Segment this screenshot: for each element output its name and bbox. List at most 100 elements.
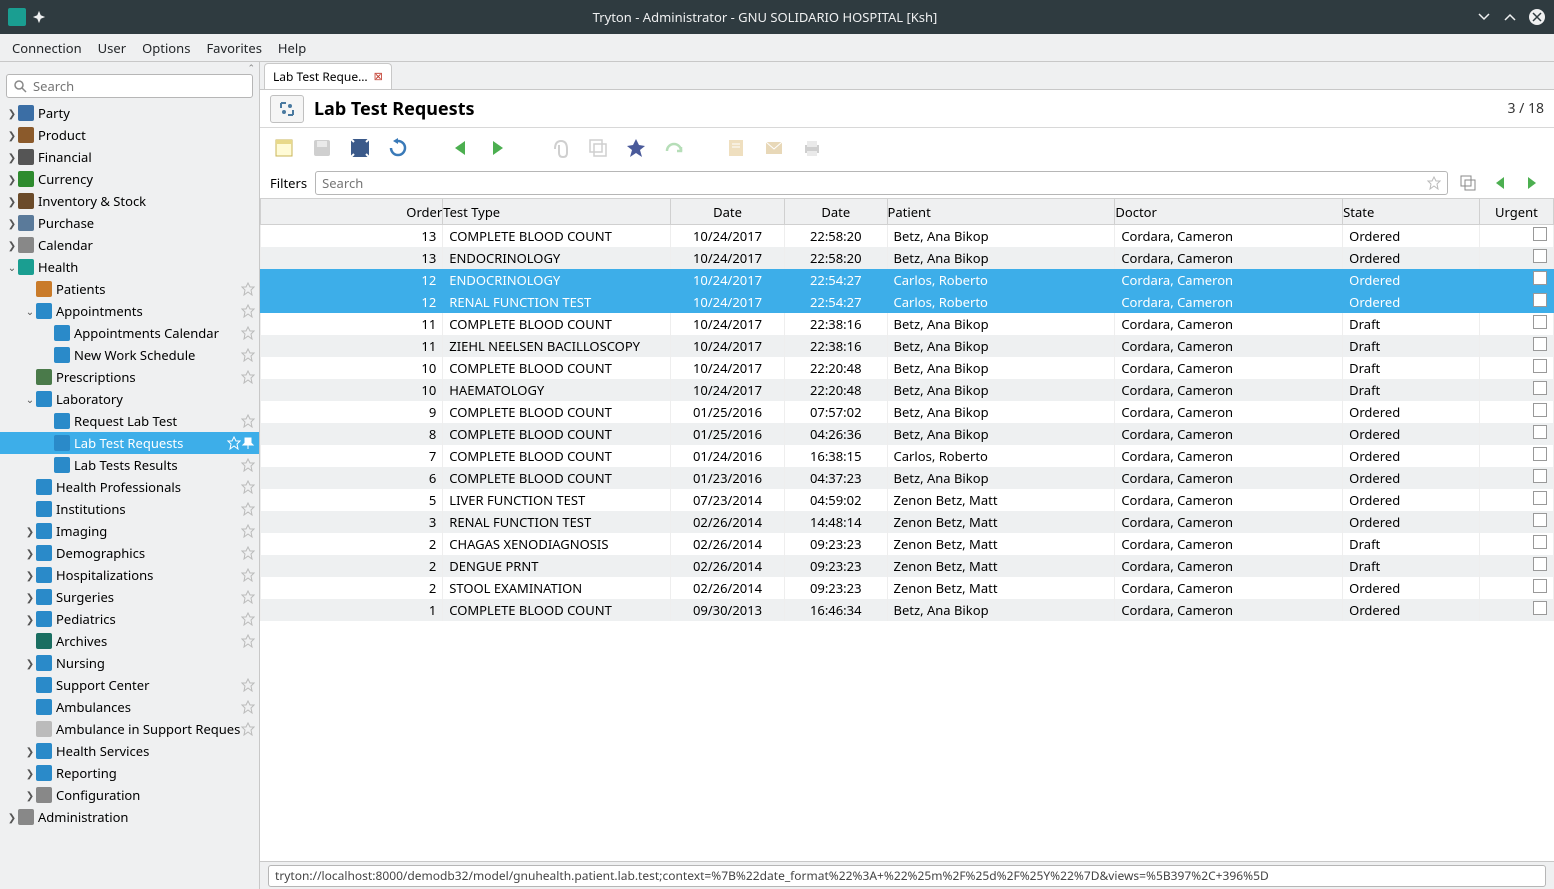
filter-input-wrap[interactable]: [315, 171, 1448, 195]
favorite-star-icon[interactable]: [241, 414, 255, 428]
table-row[interactable]: 5LIVER FUNCTION TEST07/23/201404:59:02Ze…: [261, 489, 1554, 511]
cell-urgent[interactable]: [1479, 511, 1553, 533]
titlebar[interactable]: Tryton - Administrator - GNU SOLIDARIO H…: [0, 0, 1554, 34]
favorite-star-icon[interactable]: [241, 722, 255, 736]
urgent-checkbox[interactable]: [1533, 579, 1547, 593]
favorite-star-icon[interactable]: [241, 568, 255, 582]
twisty-icon[interactable]: ❯: [6, 128, 18, 142]
tab-close-icon[interactable]: ⊠: [374, 69, 383, 84]
table-wrap[interactable]: OrderTest TypeDateDatePatientDoctorState…: [260, 198, 1554, 861]
close-icon[interactable]: [1528, 8, 1546, 26]
favorite-star-icon[interactable]: [241, 282, 255, 296]
cell-urgent[interactable]: [1479, 467, 1553, 489]
favorite-star-icon[interactable]: [241, 546, 255, 560]
col-header-test-type[interactable]: Test Type: [443, 199, 671, 225]
urgent-checkbox[interactable]: [1533, 403, 1547, 417]
urgent-checkbox[interactable]: [1533, 535, 1547, 549]
favorite-star-icon[interactable]: [241, 348, 255, 362]
tree-item-request-lab-test[interactable]: Request Lab Test: [0, 410, 259, 432]
menu-help[interactable]: Help: [278, 39, 306, 57]
urgent-checkbox[interactable]: [1533, 513, 1547, 527]
cell-urgent[interactable]: [1479, 401, 1553, 423]
twisty-icon[interactable]: ⌄: [6, 260, 18, 274]
filter-prev-button[interactable]: [1488, 171, 1512, 195]
twisty-icon[interactable]: ❯: [24, 788, 36, 802]
col-header-urgent[interactable]: Urgent: [1479, 199, 1553, 225]
cell-urgent[interactable]: [1479, 489, 1553, 511]
save-button[interactable]: [310, 136, 334, 160]
tree-item-configuration[interactable]: ❯Configuration: [0, 784, 259, 806]
expand-button[interactable]: [348, 136, 372, 160]
tree-item-calendar[interactable]: ❯Calendar: [0, 234, 259, 256]
pin-icon[interactable]: [32, 10, 46, 24]
switch-view-button[interactable]: [270, 95, 304, 123]
report-button[interactable]: [724, 136, 748, 160]
twisty-icon[interactable]: ❯: [24, 568, 36, 582]
menu-options[interactable]: Options: [142, 39, 190, 57]
twisty-icon[interactable]: ❯: [6, 238, 18, 252]
table-row[interactable]: 11COMPLETE BLOOD COUNT10/24/201722:38:16…: [261, 313, 1554, 335]
twisty-icon[interactable]: ❯: [24, 656, 36, 670]
cell-urgent[interactable]: [1479, 555, 1553, 577]
tree-item-reporting[interactable]: ❯Reporting: [0, 762, 259, 784]
urgent-checkbox[interactable]: [1533, 359, 1547, 373]
tree-item-imaging[interactable]: ❯Imaging: [0, 520, 259, 542]
tree-item-support-center[interactable]: Support Center: [0, 674, 259, 696]
reload-button[interactable]: [386, 136, 410, 160]
attach-button[interactable]: [548, 136, 572, 160]
copy-button[interactable]: [586, 136, 610, 160]
favorite-star-icon[interactable]: [241, 700, 255, 714]
minimize-icon[interactable]: [1476, 9, 1492, 25]
twisty-icon[interactable]: ❯: [6, 106, 18, 120]
table-row[interactable]: 9COMPLETE BLOOD COUNT01/25/201607:57:02B…: [261, 401, 1554, 423]
urgent-checkbox[interactable]: [1533, 293, 1547, 307]
table-row[interactable]: 2STOOL EXAMINATION02/26/201409:23:23Zeno…: [261, 577, 1554, 599]
twisty-icon[interactable]: ❯: [24, 590, 36, 604]
tree-item-pediatrics[interactable]: ❯Pediatrics: [0, 608, 259, 630]
menu-favorites[interactable]: Favorites: [206, 39, 261, 57]
favorite-star-icon[interactable]: [241, 634, 255, 648]
table-row[interactable]: 1COMPLETE BLOOD COUNT09/30/201316:46:34B…: [261, 599, 1554, 621]
filter-next-button[interactable]: [1520, 171, 1544, 195]
table-row[interactable]: 10COMPLETE BLOOD COUNT10/24/201722:20:48…: [261, 357, 1554, 379]
tree-item-financial[interactable]: ❯Financial: [0, 146, 259, 168]
col-header-date[interactable]: Date: [785, 199, 888, 225]
col-header-state[interactable]: State: [1343, 199, 1480, 225]
tree-item-new-work-schedule[interactable]: New Work Schedule: [0, 344, 259, 366]
tree-item-administration[interactable]: ❯Administration: [0, 806, 259, 828]
print-button[interactable]: [800, 136, 824, 160]
table-row[interactable]: 2DENGUE PRNT02/26/201409:23:23Zenon Betz…: [261, 555, 1554, 577]
tree-item-currency[interactable]: ❯Currency: [0, 168, 259, 190]
favorite-star-icon[interactable]: [241, 370, 255, 384]
urgent-checkbox[interactable]: [1533, 381, 1547, 395]
tree-item-ambulance-in-support-reques[interactable]: Ambulance in Support Reques: [0, 718, 259, 740]
tree-item-appointments[interactable]: ⌄Appointments: [0, 300, 259, 322]
sidebar-search[interactable]: [6, 74, 253, 98]
forward-button[interactable]: [486, 136, 510, 160]
urgent-checkbox[interactable]: [1533, 469, 1547, 483]
menu-user[interactable]: User: [98, 39, 126, 57]
urgent-checkbox[interactable]: [1533, 425, 1547, 439]
twisty-icon[interactable]: ❯: [6, 194, 18, 208]
twisty-icon[interactable]: ❯: [24, 524, 36, 538]
table-row[interactable]: 2CHAGAS XENODIAGNOSIS02/26/201409:23:23Z…: [261, 533, 1554, 555]
twisty-icon[interactable]: ❯: [24, 612, 36, 626]
tree-item-hospitalizations[interactable]: ❯Hospitalizations: [0, 564, 259, 586]
col-header-patient[interactable]: Patient: [887, 199, 1115, 225]
table-row[interactable]: 10HAEMATOLOGY10/24/201722:20:48Betz, Ana…: [261, 379, 1554, 401]
cell-urgent[interactable]: [1479, 225, 1553, 247]
twisty-icon[interactable]: ❯: [6, 150, 18, 164]
tree-item-laboratory[interactable]: ⌄Laboratory: [0, 388, 259, 410]
table-row[interactable]: 3RENAL FUNCTION TEST02/26/201414:48:14Ze…: [261, 511, 1554, 533]
back-button[interactable]: [448, 136, 472, 160]
twisty-icon[interactable]: ⌄: [24, 392, 36, 406]
favorite-star-icon[interactable]: [241, 524, 255, 538]
maximize-icon[interactable]: [1502, 9, 1518, 25]
tree-item-inventory-stock[interactable]: ❯Inventory & Stock: [0, 190, 259, 212]
cell-urgent[interactable]: [1479, 291, 1553, 313]
urgent-checkbox[interactable]: [1533, 447, 1547, 461]
urgent-checkbox[interactable]: [1533, 249, 1547, 263]
table-row[interactable]: 13COMPLETE BLOOD COUNT10/24/201722:58:20…: [261, 225, 1554, 247]
tree-item-patients[interactable]: Patients: [0, 278, 259, 300]
twisty-icon[interactable]: ❯: [6, 810, 18, 824]
